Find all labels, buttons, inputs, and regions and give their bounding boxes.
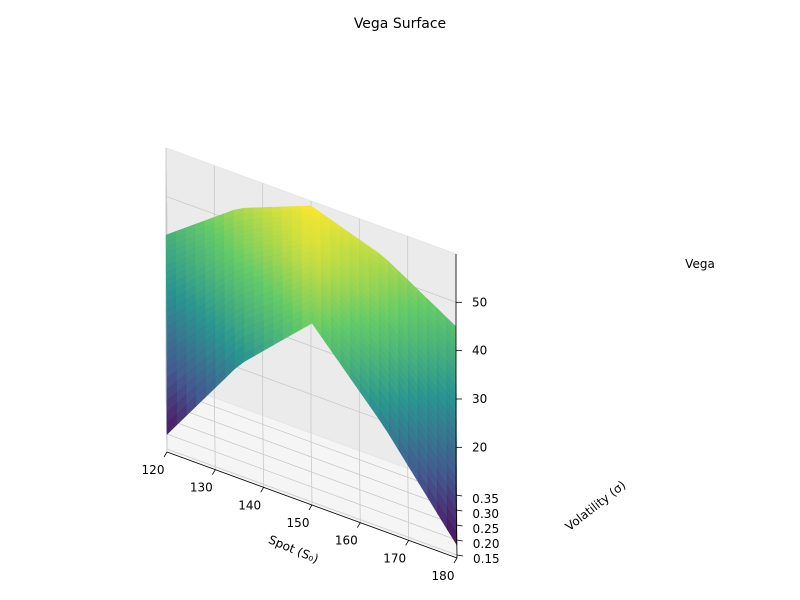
x-tick <box>356 522 361 528</box>
surface-patch <box>252 207 263 214</box>
surface-patch <box>281 211 292 218</box>
y-tick <box>456 509 463 512</box>
x-tick <box>308 504 313 511</box>
axes: 120 130 140 150 160 170 180 0.150.200.250.300.3… <box>142 254 500 583</box>
y-tick <box>456 524 463 527</box>
surface-patch <box>301 205 312 212</box>
x-tick <box>260 487 265 493</box>
surface-patch <box>252 212 263 220</box>
chart-title: Vega Surface <box>354 16 446 32</box>
x-tick-label: 120 <box>142 463 165 477</box>
y-grid-line <box>165 157 457 496</box>
x-tick <box>405 540 410 546</box>
y-tick <box>456 539 463 542</box>
surface-patch <box>243 207 254 215</box>
z-tick-label: 20 <box>472 440 487 454</box>
surface-mesh <box>165 205 458 547</box>
x-tick <box>163 451 168 458</box>
x-tick-label: 150 <box>287 516 310 530</box>
surface-patch <box>243 213 254 221</box>
x-tick-label: 170 <box>383 551 406 565</box>
y-tick-label: 0.15 <box>473 552 500 566</box>
x-tick-label: 140 <box>238 498 261 512</box>
x-tick <box>211 469 216 475</box>
z-tick-label: 30 <box>472 392 487 406</box>
surface-patch <box>243 218 254 226</box>
y-axis-label: Volatility (σ) <box>563 478 629 534</box>
y-tick-label: 0.35 <box>472 492 499 506</box>
y-tick-label: 0.30 <box>472 507 499 521</box>
x-tick <box>453 557 458 564</box>
z-axis-label: Vega <box>685 257 715 271</box>
surface-patch <box>262 206 273 214</box>
x-tick-label: 160 <box>335 534 358 548</box>
surface-patch <box>262 212 273 219</box>
y-tick <box>456 554 464 557</box>
z-tick-label: 50 <box>472 295 487 309</box>
y-tick-label: 0.25 <box>473 522 500 536</box>
y-tick-label: 0.20 <box>473 537 500 551</box>
z-tick-label: 40 <box>472 344 487 358</box>
surface-patch <box>272 206 283 213</box>
surface-patch <box>291 205 302 212</box>
y-tick <box>456 494 463 497</box>
surface-patch <box>281 206 292 213</box>
x-axis-label: Spot (S₀) <box>266 533 320 567</box>
x-tick-label: 130 <box>190 481 213 495</box>
x-tick-label: 180 <box>432 569 455 583</box>
y-axis-line <box>455 485 458 559</box>
